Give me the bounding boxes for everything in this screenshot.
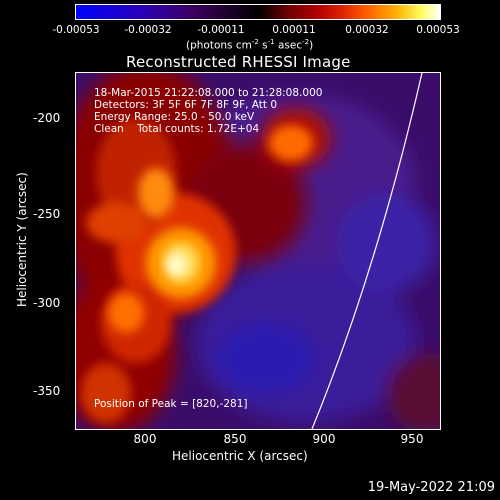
colorbar-units: (photons cm-2 s-1 asec-2) (186, 38, 314, 52)
clean-total-counts: Clean Total counts: 1.72E+04 (94, 123, 260, 135)
plot-timestamp: 19-May-2022 21:09 (367, 480, 495, 495)
colorbar-tick: 0.00053 (416, 24, 460, 36)
x-tick: 950 (400, 432, 424, 446)
time-range: 18-Mar-2015 21:22:08.000 to 21:28:08.000 (94, 87, 323, 99)
image-title: Reconstructed RHESSI Image (126, 53, 351, 71)
x-tick: 900 (312, 432, 336, 446)
y-tick: -200 (33, 111, 61, 125)
rhessi-heatmap (76, 73, 440, 429)
y-tick: -350 (33, 384, 61, 398)
colorbar-tick: 0.00032 (345, 24, 389, 36)
energy-range: Energy Range: 25.0 - 50.0 keV (94, 111, 255, 123)
x-tick: 800 (133, 432, 157, 446)
detectors: Detectors: 3F 5F 6F 7F 8F 9F, Att 0 (94, 99, 278, 111)
colorbar (75, 4, 441, 20)
x-tick: 850 (223, 432, 247, 446)
colorbar-tick: 0.00011 (272, 24, 316, 36)
y-tick: -300 (33, 296, 61, 310)
limb-arc (311, 73, 423, 429)
peak-position: Position of Peak = [820,-281] (94, 398, 248, 410)
rhessi-image: 18-Mar-2015 21:22:08.000 to 21:28:08.000… (75, 72, 441, 430)
colorbar-tick: -0.00011 (197, 24, 245, 36)
colorbar-tick: -0.00032 (124, 24, 172, 36)
x-axis-label: Heliocentric X (arcsec) (172, 449, 308, 463)
y-tick: -250 (33, 207, 61, 221)
colorbar-tick: -0.00053 (52, 24, 100, 36)
y-axis-label: Heliocentric Y (arcsec) (15, 172, 29, 307)
